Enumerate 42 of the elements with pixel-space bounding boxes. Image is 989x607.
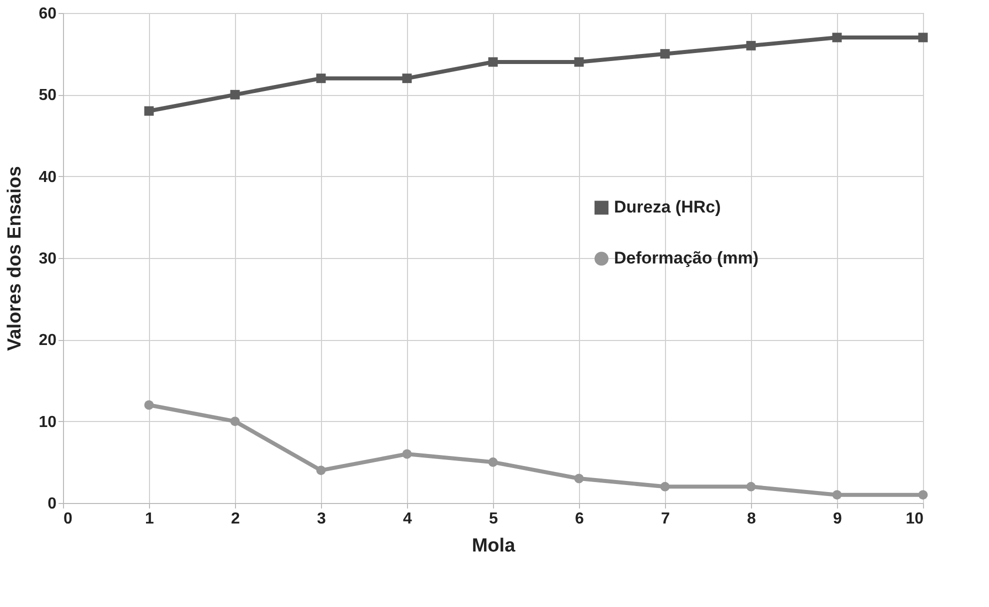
y-tick-label: 30 <box>38 250 57 268</box>
point <box>488 457 498 467</box>
y-tick-label: 50 <box>38 87 57 104</box>
point <box>316 74 326 84</box>
y-tick-label: 60 <box>38 6 57 22</box>
point <box>144 106 154 116</box>
x-axis-title: Mola <box>472 536 516 556</box>
point <box>746 40 756 50</box>
x-tick-label: 7 <box>661 510 670 528</box>
legend-label: Dureza (HRc) <box>614 198 721 217</box>
x-tick-label: 8 <box>747 510 756 528</box>
y-tick-label: 20 <box>38 332 57 350</box>
y-tick-label: 0 <box>48 496 57 512</box>
x-tick-label: 2 <box>231 510 240 528</box>
point <box>918 490 928 500</box>
point <box>402 449 412 459</box>
x-tick-label: 3 <box>317 510 326 528</box>
point <box>660 49 670 59</box>
legend-label: Deformação (mm) <box>614 248 759 268</box>
point <box>230 90 240 100</box>
point <box>746 482 756 492</box>
point <box>660 482 670 492</box>
point <box>488 57 498 67</box>
point <box>402 74 412 84</box>
x-tick-label: 4 <box>403 510 412 528</box>
point <box>574 57 584 67</box>
point <box>230 416 240 426</box>
point <box>918 32 928 42</box>
point <box>832 490 842 500</box>
y-tick-label: 10 <box>38 414 57 431</box>
y-tick-label: 40 <box>38 168 57 186</box>
x-tick-label: 5 <box>489 510 498 528</box>
x-tick-label: 0 <box>64 510 72 528</box>
point <box>316 466 326 476</box>
point <box>574 474 584 484</box>
x-tick-label: 6 <box>575 510 584 528</box>
point <box>144 400 154 410</box>
x-tick-label: 9 <box>833 510 842 528</box>
y-axis-title: Valores dos Ensaios <box>4 166 26 351</box>
x-tick-label: 1 <box>145 510 154 528</box>
x-tick-label: 10 <box>906 510 924 528</box>
point <box>832 32 842 42</box>
